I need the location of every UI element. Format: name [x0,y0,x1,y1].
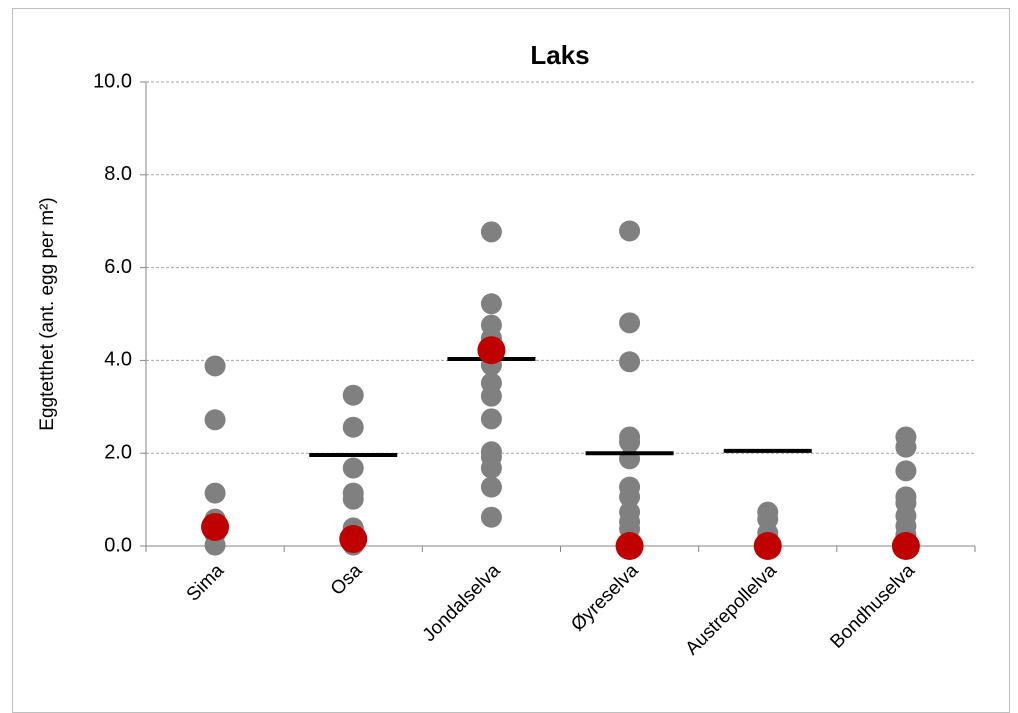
sample-point [342,488,364,510]
sample-point [619,431,641,453]
sample-point [619,351,641,373]
sample-point [480,221,502,243]
current-point [477,336,506,365]
sample-point [342,416,364,438]
sample-point [204,355,226,377]
current-point [891,532,920,560]
sample-point [480,457,502,479]
current-point [201,512,230,541]
sample-point [619,220,641,242]
y-tick-label: 8.0 [104,163,132,185]
y-axis-label: Eggtetthet (ant. egg per m²) [37,197,58,430]
sample-point [895,436,917,458]
current-point [615,532,644,560]
sample-point [204,409,226,431]
y-tick-label: 10.0 [93,70,132,92]
sample-point [619,486,641,508]
sample-point [480,476,502,498]
sample-point [480,408,502,430]
current-point [753,532,782,560]
sample-point [480,293,502,315]
y-tick-label: 4.0 [104,349,132,371]
sample-point [342,384,364,406]
sample-point [480,506,502,528]
sample-point [204,482,226,504]
y-tick-label: 6.0 [104,256,132,278]
sample-point [342,457,364,479]
chart-title: Laks [530,40,589,70]
sample-point [480,385,502,407]
current-point [339,525,368,554]
sample-point [895,460,917,482]
y-tick-label: 0.0 [104,534,132,556]
sample-point [619,312,641,334]
y-tick-label: 2.0 [104,441,132,463]
